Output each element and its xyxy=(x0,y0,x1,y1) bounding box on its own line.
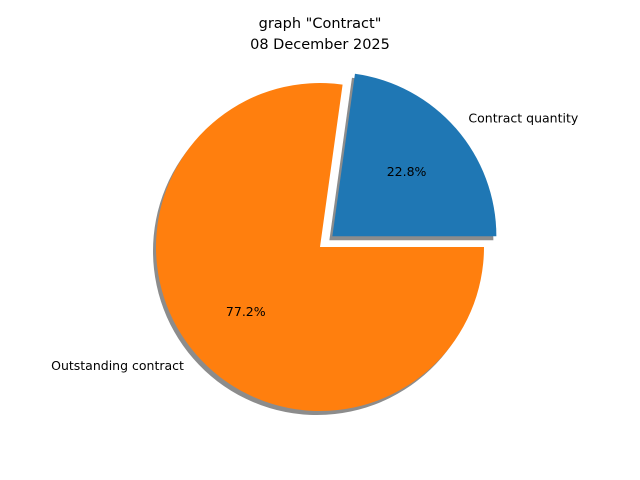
chart-title-line-1: graph "Contract" xyxy=(259,16,382,32)
pie-slice-2 xyxy=(155,82,484,411)
pie-layer: 22.8% Contract quantity 77.2% Outstanding c… xyxy=(51,73,579,415)
pie-slice-1 xyxy=(332,73,497,237)
pie-slice-label-1: Contract quantity xyxy=(468,110,578,125)
pie-pct-label-1: 22.8% xyxy=(387,164,427,179)
pie-slice-label-2: Outstanding contract xyxy=(51,358,184,373)
pie-pct-label-2: 77.2% xyxy=(226,304,266,319)
chart-title-line-2: 08 December 2025 xyxy=(250,37,390,53)
